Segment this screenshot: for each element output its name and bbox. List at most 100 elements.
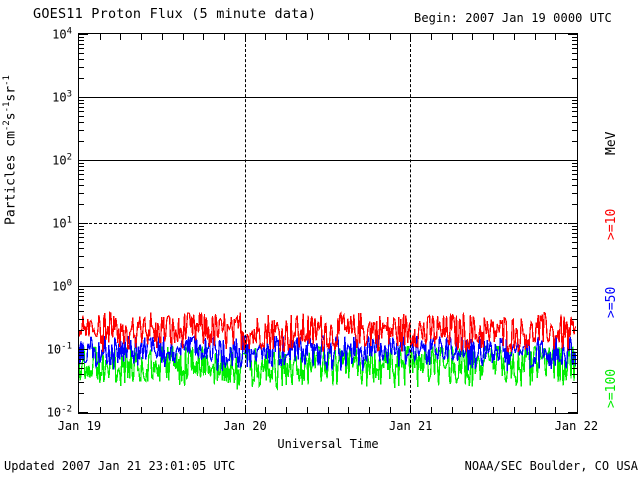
- y-axis-title-text-2: s: [3, 112, 19, 121]
- x-axis-tick-label: Jan 22: [554, 419, 599, 433]
- axis-tick-y-minor: [572, 99, 577, 101]
- axis-tick-y-minor: [572, 232, 577, 234]
- axis-tick-x: [327, 34, 329, 40]
- axis-tick-y-minor: [79, 241, 84, 243]
- axis-tick-y-minor: [79, 59, 84, 61]
- axis-tick-y-minor: [79, 106, 84, 108]
- axis-tick-y-minor: [79, 192, 84, 194]
- y-axis-tick-mantissa: 10: [52, 27, 67, 42]
- axis-tick-y-minor: [79, 122, 84, 124]
- axis-tick-y-minor: [572, 185, 577, 187]
- axis-tick-y-minor: [572, 299, 577, 301]
- axis-tick-y-major: [568, 34, 577, 35]
- axis-tick-y-major: [79, 286, 88, 287]
- axis-tick-y-minor: [79, 355, 84, 357]
- gridline-vertical-day-boundary: [244, 34, 246, 413]
- y-axis-tick-exponent: -2: [61, 404, 72, 415]
- gridline-horizontal-solid: [79, 286, 577, 287]
- y-axis-tick-mantissa: 10: [52, 279, 67, 294]
- footer-credit: NOAA/SEC Boulder, CO USA: [464, 459, 638, 473]
- axis-tick-x: [348, 34, 350, 40]
- axis-tick-y-minor: [79, 362, 84, 364]
- data-series-100: [79, 344, 576, 391]
- y-axis-title-exp-3: -1: [2, 75, 12, 86]
- axis-tick-x: [265, 34, 267, 40]
- axis-tick-y-minor: [79, 330, 84, 332]
- axis-tick-y-major: [79, 160, 88, 161]
- axis-tick-y-minor: [79, 393, 84, 395]
- axis-tick-y-minor: [79, 318, 84, 320]
- axis-tick-y-minor: [572, 229, 577, 231]
- y-axis-title: Particles cm-2s-1sr-1: [2, 75, 18, 225]
- axis-tick-y-minor: [572, 351, 577, 353]
- axis-tick-x: [141, 407, 143, 413]
- axis-tick-y-major: [568, 223, 577, 224]
- axis-tick-x: [348, 407, 350, 413]
- axis-tick-y-minor: [79, 141, 84, 143]
- axis-tick-y-minor: [572, 40, 577, 42]
- y-axis-tick-label: 101: [52, 216, 72, 231]
- axis-tick-x: [431, 407, 433, 413]
- axis-tick-y-minor: [79, 351, 84, 353]
- axis-tick-x: [120, 407, 122, 413]
- axis-tick-x: [306, 34, 308, 40]
- axis-tick-y-minor: [79, 225, 84, 227]
- data-traces: [79, 311, 576, 391]
- axis-tick-y-minor: [572, 393, 577, 395]
- y-axis-tick-exponent: 3: [66, 89, 72, 100]
- axis-tick-y-minor: [572, 169, 577, 171]
- axis-tick-y-minor: [79, 40, 84, 42]
- footer-updated-timestamp: Updated 2007 Jan 21 23:01:05 UTC: [4, 459, 236, 473]
- y-axis-tick-exponent: 1: [66, 215, 72, 226]
- axis-tick-y-minor: [572, 304, 577, 306]
- axis-tick-x: [410, 34, 412, 40]
- y-axis-tick-exponent: 4: [66, 26, 72, 37]
- legend-entry-10: >=10: [604, 208, 619, 240]
- x-axis-tick-label: Jan 21: [389, 419, 433, 433]
- axis-tick-x: [286, 407, 288, 413]
- axis-tick-y-major: [79, 223, 88, 224]
- axis-tick-y-minor: [79, 129, 84, 131]
- axis-tick-x: [493, 407, 495, 413]
- axis-tick-y-minor: [572, 367, 577, 369]
- y-axis-tick-label: 10-1: [47, 342, 72, 357]
- axis-tick-y-minor: [79, 185, 84, 187]
- axis-tick-x: [513, 407, 515, 413]
- axis-tick-x: [286, 34, 288, 40]
- axis-tick-y-minor: [79, 166, 84, 168]
- axis-tick-y-minor: [79, 236, 84, 238]
- axis-tick-y-minor: [572, 288, 577, 290]
- axis-tick-x: [555, 407, 557, 413]
- y-axis-tick-label: 104: [52, 27, 72, 42]
- gridline-horizontal-solid: [79, 97, 577, 98]
- page-title: GOES11 Proton Flux (5 minute data): [33, 6, 317, 22]
- axis-tick-x: [472, 34, 474, 40]
- axis-tick-y-minor: [572, 330, 577, 332]
- axis-tick-y-minor: [572, 43, 577, 45]
- axis-tick-x: [410, 407, 412, 413]
- axis-tick-y-minor: [572, 129, 577, 131]
- axis-tick-y-minor: [572, 248, 577, 250]
- axis-tick-x: [431, 34, 433, 40]
- axis-tick-y-minor: [79, 248, 84, 250]
- axis-tick-y-minor: [572, 236, 577, 238]
- axis-tick-y-minor: [572, 162, 577, 164]
- axis-tick-x: [389, 407, 391, 413]
- axis-tick-x: [368, 34, 370, 40]
- y-axis-tick-label: 102: [52, 153, 72, 168]
- axis-tick-y-minor: [79, 103, 84, 105]
- axis-tick-y-minor: [79, 110, 84, 112]
- axis-tick-y-major: [568, 97, 577, 98]
- gridline-vertical-day-boundary: [410, 34, 412, 413]
- axis-tick-x: [451, 34, 453, 40]
- axis-tick-y-minor: [572, 355, 577, 357]
- legend-unit-label: MeV: [604, 131, 619, 155]
- axis-tick-y-minor: [572, 381, 577, 383]
- gridline-horizontal-dashed: [79, 223, 577, 224]
- y-axis-tick-exponent: -1: [61, 341, 72, 352]
- axis-tick-x: [182, 407, 184, 413]
- axis-tick-y-major: [568, 412, 577, 413]
- gridline-horizontal-solid: [79, 160, 577, 161]
- axis-tick-y-minor: [572, 255, 577, 257]
- axis-tick-y-minor: [572, 103, 577, 105]
